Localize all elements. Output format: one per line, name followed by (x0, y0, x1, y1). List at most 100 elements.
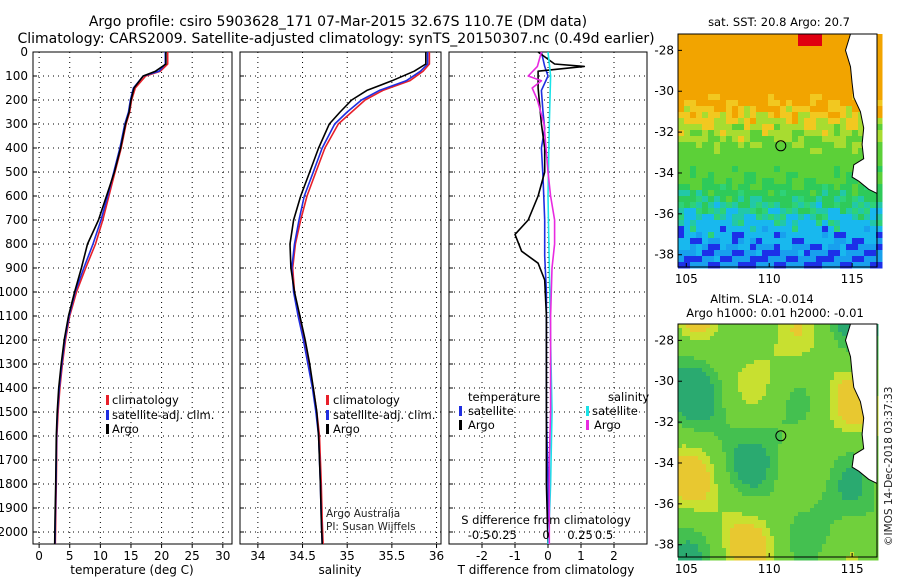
map-cell (758, 384, 763, 389)
map-cell (678, 172, 685, 179)
map-cell (802, 440, 807, 445)
map-cell (730, 472, 735, 477)
map-cell (762, 238, 769, 245)
map-cell (750, 484, 755, 489)
map-cell (698, 456, 703, 461)
map-cell (778, 500, 783, 505)
map-cell (798, 118, 805, 125)
map-cell (826, 512, 831, 517)
map-cell (770, 384, 775, 389)
map-cell (750, 480, 755, 485)
map-cell (678, 58, 685, 65)
map-cell (814, 336, 819, 341)
map-cell (708, 94, 715, 101)
map-cell (810, 420, 815, 425)
map-cell (846, 552, 851, 557)
map-cell (690, 64, 697, 71)
map-cell (840, 100, 847, 107)
map-cell (720, 256, 727, 263)
map-cell (810, 488, 815, 493)
map-cell (852, 148, 859, 155)
map-cell (858, 540, 863, 545)
map-cell (706, 372, 711, 377)
map-cell (840, 106, 847, 113)
map-cell (698, 480, 703, 485)
map-cell (810, 64, 817, 71)
map-cell (738, 396, 743, 401)
map-cell (758, 524, 763, 529)
map-cell (786, 226, 793, 233)
map-cell (702, 172, 709, 179)
map-cell (690, 328, 695, 333)
map-cell (818, 324, 823, 329)
map-cell (690, 384, 695, 389)
map-cell (762, 528, 767, 533)
map-cell (702, 52, 709, 59)
map-cell (826, 372, 831, 377)
map-cell (876, 214, 883, 221)
map-cell (782, 520, 787, 525)
map-cell (690, 136, 697, 143)
map-cell (678, 376, 683, 381)
map-cell (694, 532, 699, 537)
map-cell (694, 352, 699, 357)
map-cell (810, 472, 815, 477)
map-cell (782, 488, 787, 493)
map-cell (730, 548, 735, 553)
map-cell (758, 556, 763, 561)
map-cell (838, 332, 843, 337)
map-cell (810, 336, 815, 341)
map-cell (730, 536, 735, 541)
map-cell (778, 368, 783, 373)
map-cell (702, 540, 707, 545)
map-cell (806, 452, 811, 457)
map-cell (770, 520, 775, 525)
map-cell (702, 496, 707, 501)
map-cell (780, 196, 787, 203)
map-cell (768, 40, 775, 47)
map-cell (726, 190, 733, 197)
map-cell (804, 76, 811, 83)
map-cell (846, 440, 851, 445)
map-cell (778, 552, 783, 557)
map-cell (714, 76, 721, 83)
map-cell (684, 256, 691, 263)
map-cell (762, 46, 769, 53)
map-cell (718, 444, 723, 449)
map-cell (876, 166, 883, 173)
map-cell (774, 480, 779, 485)
map-cell (694, 436, 699, 441)
map-cell (678, 516, 683, 521)
map-cell (790, 404, 795, 409)
map-cell (720, 214, 727, 221)
map-cell (682, 412, 687, 417)
map-cell (686, 500, 691, 505)
map-cell (734, 400, 739, 405)
map-cell (714, 160, 721, 167)
map-cell (870, 484, 875, 489)
map-cell (694, 384, 699, 389)
map-cell (822, 380, 827, 385)
map-cell (846, 384, 851, 389)
map-cell (852, 178, 859, 185)
map-cell (818, 352, 823, 357)
legend-swatch-climatology (326, 395, 329, 405)
map-cell (794, 480, 799, 485)
map-cell (708, 154, 715, 161)
map-cell (744, 202, 751, 209)
map-cell (826, 440, 831, 445)
map-cell (698, 548, 703, 553)
map-cell (758, 476, 763, 481)
map-cell (780, 154, 787, 161)
map-cell (690, 412, 695, 417)
map-cell (842, 448, 847, 453)
map-cell (766, 516, 771, 521)
map-cell (690, 336, 695, 341)
map-cell (714, 492, 719, 497)
map-cell (794, 420, 799, 425)
map-y-tick-label: -36 (654, 497, 674, 511)
map-cell (846, 416, 851, 421)
map-cell (802, 484, 807, 489)
map-cell (786, 360, 791, 365)
map-cell (858, 424, 863, 429)
